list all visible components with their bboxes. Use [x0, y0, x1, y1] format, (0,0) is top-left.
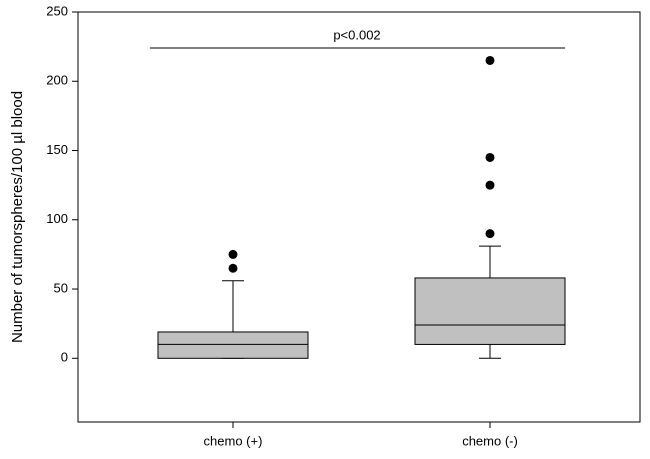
box: [157, 331, 309, 359]
y-tick-label: 50: [54, 280, 68, 295]
y-axis-label: Number of tumorspheres/100 µl blood: [9, 91, 26, 343]
y-tick-label: 100: [46, 211, 68, 226]
y-tick-label: 150: [46, 142, 68, 157]
y-tick-label: 250: [46, 3, 68, 18]
y-tick-label: 200: [46, 73, 68, 88]
significance-label: p<0.002: [333, 27, 380, 42]
x-tick-label: chemo (-): [462, 433, 518, 448]
outlier: [228, 249, 238, 259]
box: [414, 277, 566, 345]
outlier: [485, 55, 495, 65]
outlier: [228, 263, 238, 273]
outlier: [485, 152, 495, 162]
outlier: [485, 229, 495, 239]
outlier: [485, 180, 495, 190]
plot-frame: [77, 11, 641, 423]
x-tick-label: chemo (+): [204, 433, 263, 448]
y-tick-label: 0: [61, 350, 68, 365]
